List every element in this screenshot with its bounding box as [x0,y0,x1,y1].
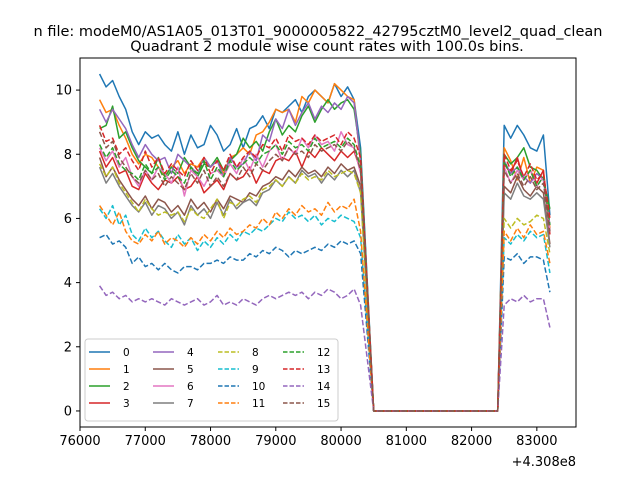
x-offset-label: +4.308e8 [512,455,576,470]
legend-label-15: 15 [317,398,330,410]
legend-label-8: 8 [252,347,259,359]
legend-label-10: 10 [252,381,265,393]
figure-suptitle: n file: modeM0/AS1A05_013T01_9000005822_… [34,24,603,40]
x-axis-ticks: 76000 77000 78000 79000 80000 81000 82000 83000 [59,427,558,449]
legend-label-13: 13 [317,364,330,376]
legend-label-7: 7 [187,398,194,410]
legend-label-5: 5 [187,364,194,376]
x-tick-label: 77000 [125,434,166,449]
legend-label-9: 9 [252,364,259,376]
legend-label-2: 2 [123,381,130,393]
chart-title: Quadrant 2 module wise count rates with … [130,39,524,55]
legend-label-1: 1 [123,364,130,376]
legend-label-12: 12 [317,347,330,359]
y-tick-label: 6 [64,212,72,227]
plot-frame [79,57,577,428]
legend-label-3: 3 [123,398,130,410]
x-tick-label: 76000 [59,434,100,449]
y-tick-label: 8 [64,148,72,163]
y-tick-label: 0 [64,404,72,419]
y-tick-label: 4 [64,276,72,291]
x-tick-label: 83000 [516,434,557,449]
series-lines [98,73,551,412]
legend-box [84,338,339,422]
series-line-15 [98,131,551,412]
legend-label-11: 11 [252,398,265,410]
y-axis-ticks: 0 2 4 6 8 10 [55,84,80,419]
legend-label-14: 14 [317,381,331,393]
legend-label-0: 0 [123,347,130,359]
x-tick-label: 82000 [451,434,492,449]
x-tick-label: 80000 [320,434,361,449]
x-tick-label: 81000 [386,434,427,449]
y-tick-label: 2 [64,340,72,355]
series-line-13 [98,125,551,412]
legend-label-4: 4 [187,347,194,359]
x-tick-label: 79000 [255,434,296,449]
y-tick-label: 10 [55,84,72,99]
x-tick-label: 78000 [190,434,231,449]
legend-label-6: 6 [187,381,194,393]
